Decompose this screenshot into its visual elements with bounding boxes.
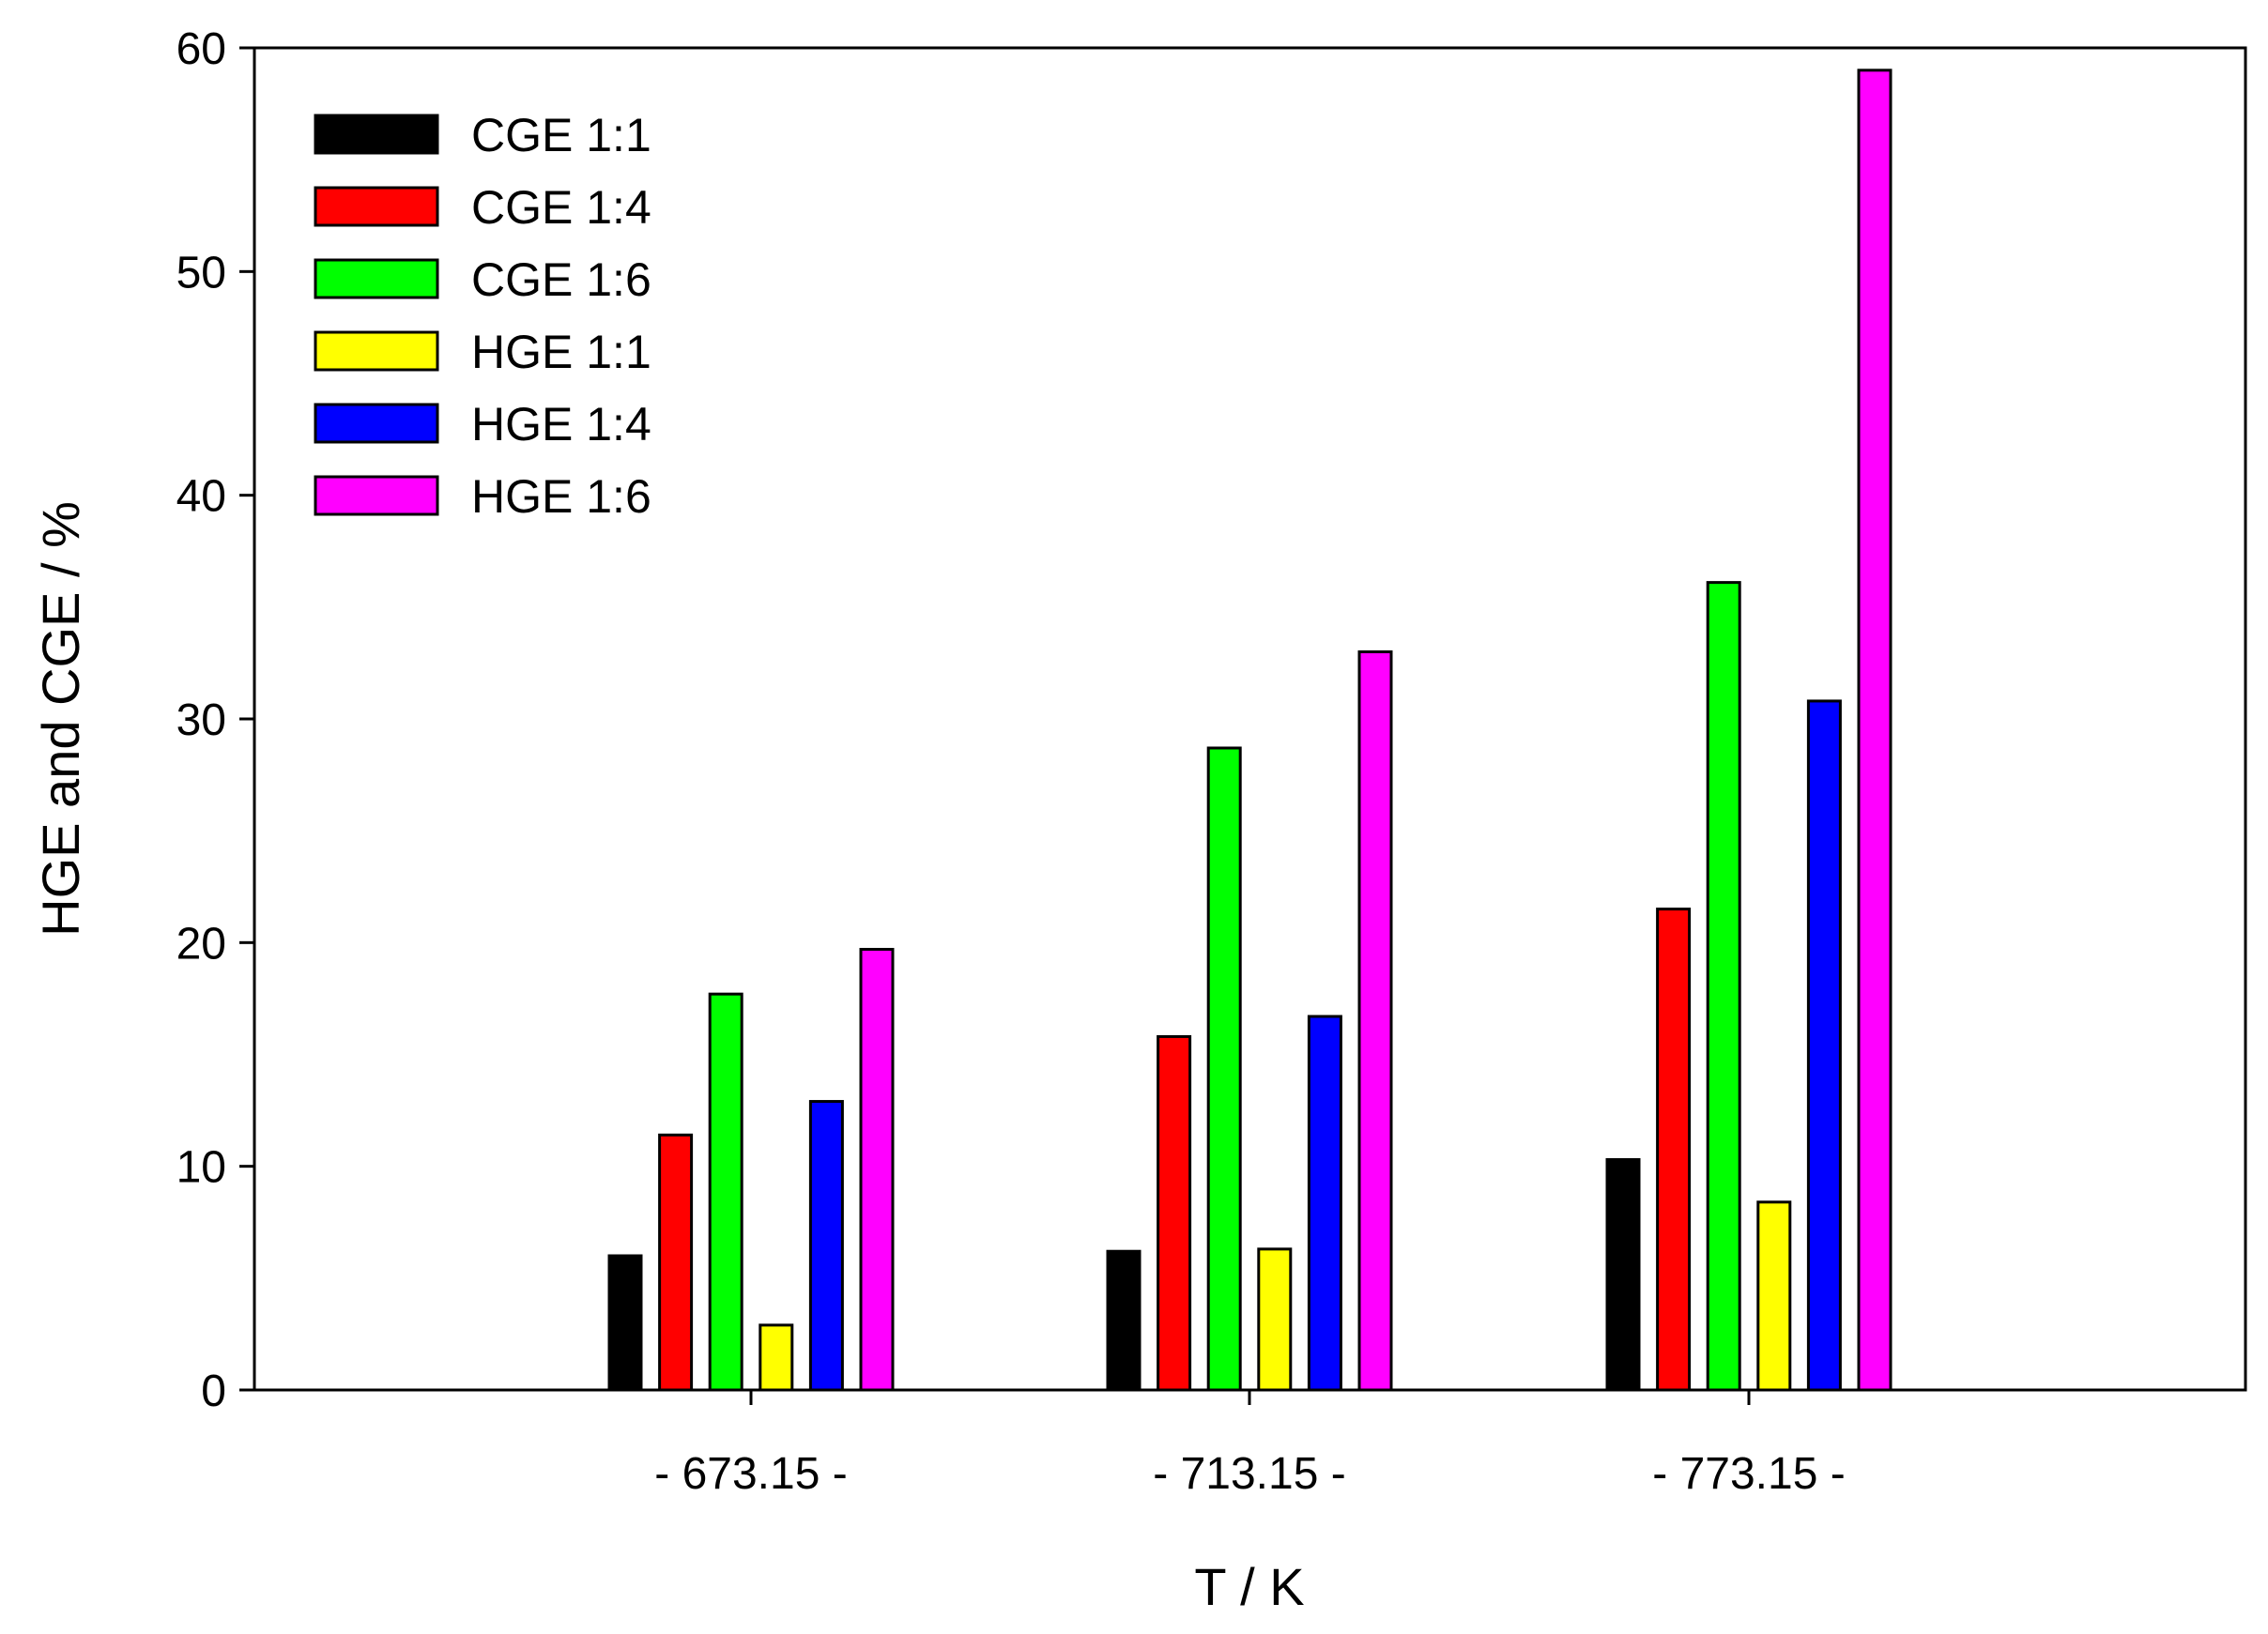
bar-hge-1-4-2 xyxy=(1307,1015,1342,1392)
bar-hge-1-1-1 xyxy=(759,1323,794,1392)
legend-label: CGE 1:6 xyxy=(471,253,651,306)
legend-label: HGE 1:4 xyxy=(471,398,651,450)
bar-cge-1-4-3 xyxy=(1656,908,1692,1392)
y-tick-label: 20 xyxy=(176,919,226,969)
bar-hge-1-4-1 xyxy=(808,1100,844,1392)
legend-swatch xyxy=(314,114,439,155)
y-axis: 0 10 20 30 40 50 60 xyxy=(176,24,254,1416)
bar-hge-1-1-3 xyxy=(1756,1200,1792,1392)
x-tick-label: - 713.15 - xyxy=(1153,1449,1345,1499)
bar-cge-1-6-1 xyxy=(708,992,743,1392)
bar-cge-1-1-3 xyxy=(1605,1158,1641,1392)
bar-cge-1-6-2 xyxy=(1206,746,1242,1392)
legend: CGE 1:1 CGE 1:4 CGE 1:6 HGE 1:1 HGE 1:4 HGE 1… xyxy=(314,109,651,523)
bar-cge-1-1-1 xyxy=(607,1254,643,1392)
x-axis: - 673.15 - - 713.15 - - 773.15 - xyxy=(654,1390,1846,1499)
y-tick-label: 40 xyxy=(176,472,226,522)
bar-cge-1-4-2 xyxy=(1157,1034,1192,1392)
legend-swatch xyxy=(314,330,439,372)
bar-cge-1-4-1 xyxy=(658,1133,694,1392)
legend-swatch xyxy=(314,403,439,444)
bars xyxy=(607,69,1893,1392)
legend-swatch xyxy=(314,186,439,227)
bar-cge-1-1-2 xyxy=(1106,1249,1142,1392)
bar-hge-1-1-2 xyxy=(1257,1247,1293,1392)
x-tick-label: - 673.15 - xyxy=(654,1449,847,1499)
bar-hge-1-4-3 xyxy=(1806,699,1842,1392)
bar-cge-1-6-3 xyxy=(1706,581,1741,1392)
legend-label: CGE 1:1 xyxy=(471,109,651,161)
y-axis-label: HGE and CGE / % xyxy=(31,501,90,937)
bar-hge-1-6-3 xyxy=(1857,69,1893,1392)
legend-label: HGE 1:6 xyxy=(471,470,651,523)
plot-area-frame xyxy=(253,46,2247,1392)
bar-hge-1-6-1 xyxy=(859,947,895,1392)
y-tick-label: 30 xyxy=(176,695,226,745)
y-tick-label: 60 xyxy=(176,24,226,74)
legend-label: CGE 1:4 xyxy=(471,181,651,234)
y-tick-label: 0 xyxy=(201,1367,226,1416)
x-axis-label: T / K xyxy=(1194,1557,1304,1616)
bar-hge-1-6-2 xyxy=(1357,650,1393,1392)
y-tick-label: 50 xyxy=(176,248,226,298)
legend-swatch xyxy=(314,475,439,516)
y-tick-label: 10 xyxy=(176,1143,226,1193)
legend-swatch xyxy=(314,258,439,299)
legend-label: HGE 1:1 xyxy=(471,326,651,378)
x-tick-label: - 773.15 - xyxy=(1652,1449,1845,1499)
